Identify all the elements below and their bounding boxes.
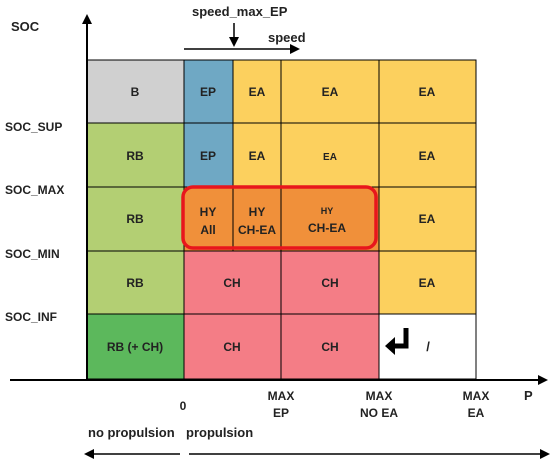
cell-slash-label: / [426, 339, 430, 354]
cell-b-label: B [131, 85, 140, 99]
soc-min-label: SOC_MIN [5, 247, 60, 261]
tick-max-ea-2: EA [468, 406, 485, 420]
tick-max-ep-2: EP [273, 406, 289, 420]
soc-sup-label: SOC_SUP [5, 120, 62, 134]
cell-hy-chea-2-line1: HY [321, 206, 334, 216]
cell-ea-3 [378, 186, 477, 252]
return-arrow-icon [385, 328, 409, 355]
cell-hy-all [183, 186, 234, 252]
cell-ch-5-2 [280, 313, 380, 380]
cell-hy-all-line1: HY [200, 205, 217, 219]
cell-ep-2-label: EP [200, 149, 216, 163]
cell-ea-1-3 [378, 59, 477, 124]
cell-ea-4-label: EA [419, 276, 436, 290]
cell-rb-2-label: RB [126, 149, 144, 163]
cell-ch-5-1-label: CH [223, 340, 240, 354]
cell-ep-1-label: EP [200, 85, 216, 99]
tick-max-ep-1: MAX [268, 389, 295, 403]
speed-max-ep-label: speed_max_EP [192, 4, 288, 19]
cell-ea-1-1 [232, 59, 282, 124]
cell-ch-5-1 [183, 313, 282, 380]
cell-ea-2-3 [378, 122, 477, 188]
cell-hy-chea-1-line1: HY [249, 205, 266, 219]
cell-ea-1-3-label: EA [419, 85, 436, 99]
cell-ch-4-1 [183, 250, 282, 315]
cell-hy-chea-2 [280, 186, 380, 252]
tick-zero: 0 [180, 399, 187, 413]
cell-b [86, 59, 185, 124]
cell-ea-2-1-label: EA [249, 149, 266, 163]
propulsion-label: propulsion [186, 425, 253, 440]
cell-hy-chea-1 [232, 186, 282, 252]
hybrid-region-outline [181, 185, 378, 250]
speed-label: speed [268, 30, 306, 45]
cell-rb-4-label: RB [126, 276, 144, 290]
cell-hy-all-line2: All [200, 223, 215, 237]
cell-hy-chea-1-line2: CH-EA [238, 223, 276, 237]
cell-rb-ch-label: RB (+ CH) [107, 340, 163, 354]
cell-hy-chea-2-line2: CH-EA [308, 221, 346, 235]
x-axis-label: P [524, 388, 533, 403]
cell-ea-2-3-label: EA [419, 149, 436, 163]
tick-max-noea-1: MAX [366, 389, 393, 403]
cell-ea-2-1 [232, 122, 282, 188]
cell-ea-1-2 [280, 59, 380, 124]
cell-ea-3-label: EA [419, 212, 436, 226]
cell-rb-3-label: RB [126, 212, 144, 226]
soc-max-label: SOC_MAX [5, 183, 64, 197]
cell-ea-4 [378, 250, 477, 315]
soc-inf-label: SOC_INF [5, 310, 57, 324]
y-axis-label: SOC [11, 19, 40, 34]
cell-ch-4-2-label: CH [321, 276, 338, 290]
cell-ch-5-2-label: CH [321, 340, 338, 354]
tick-max-ea-1: MAX [463, 389, 490, 403]
tick-max-noea-2: NO EA [360, 406, 398, 420]
cell-rb-2 [86, 122, 185, 188]
cell-ch-4-1-label: CH [223, 276, 240, 290]
cell-ea-1-2-label: EA [322, 85, 339, 99]
cell-rb-4 [86, 250, 185, 315]
cell-ea-2-2-label: EA [323, 152, 337, 163]
cell-ea-1-1-label: EA [249, 85, 266, 99]
cell-ep-1 [183, 59, 234, 124]
no-propulsion-label: no propulsion [88, 425, 175, 440]
